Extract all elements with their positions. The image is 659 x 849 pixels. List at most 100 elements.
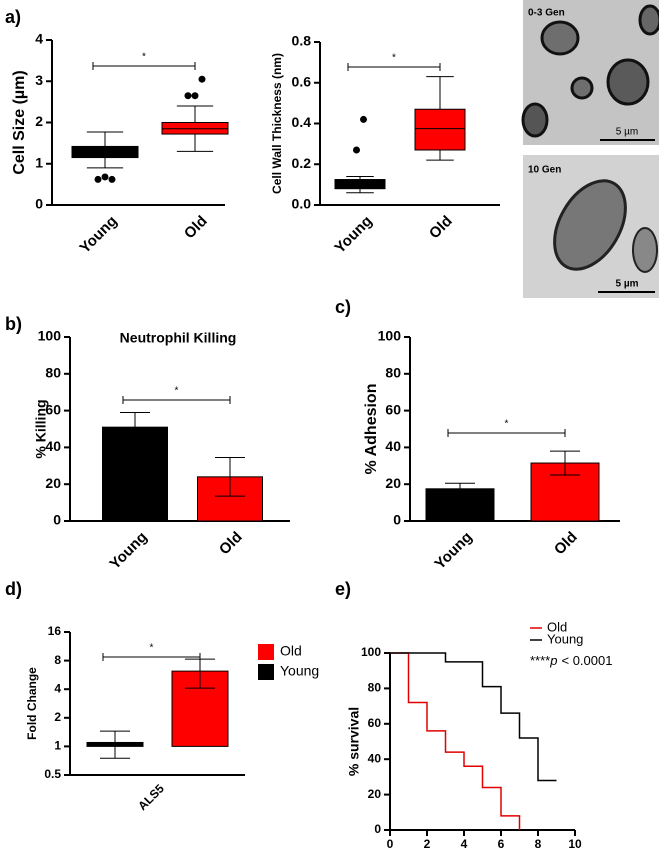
- chart: 0.5 1 2 4 8 16 d) Fold Change * ALS5 Old Young: [5, 579, 319, 813]
- y-tick-label: 16: [48, 624, 62, 638]
- y-tick-label: 0.4: [292, 114, 312, 130]
- legend-label: Old: [280, 643, 302, 659]
- y-axis-label: Cell Size (µm): [11, 70, 28, 174]
- box: [334, 179, 386, 190]
- chart-title: Neutrophil Killing: [120, 330, 237, 346]
- y-tick-label: 60: [385, 401, 401, 417]
- panel-label: a): [5, 7, 21, 27]
- x-tick-label: Old: [181, 213, 211, 243]
- outlier: [360, 115, 367, 123]
- cell: [606, 58, 650, 106]
- y-tick-label: 80: [385, 365, 401, 381]
- cell: [632, 227, 658, 273]
- y-axis-label: % Killing: [33, 399, 49, 458]
- scale-label: 5 µm: [616, 279, 639, 290]
- legend-swatch: [258, 664, 274, 680]
- y-tick-label: 80: [45, 365, 61, 381]
- image-label: 0-3 Gen: [528, 8, 565, 19]
- annotation-stars: ****: [530, 653, 550, 668]
- y-tick-label: 40: [385, 438, 401, 454]
- y-tick-label: 0: [35, 196, 43, 212]
- survival-line: [390, 652, 557, 782]
- y-tick-label: 20: [45, 475, 61, 491]
- x-tick-label: 2: [424, 837, 431, 849]
- y-tick-label: 1: [54, 739, 61, 753]
- chart: 0 20 40 60 80 100 c) % Adhesion Young Old *: [335, 297, 620, 573]
- outlier: [353, 146, 360, 154]
- x-tick-label: 0: [387, 837, 394, 849]
- chart: 0.0 0.2 0.4 0.6 0.8 Cell Wall Thickness (nm) Y…: [270, 33, 500, 257]
- x-tick-label: Young: [431, 529, 475, 573]
- y-tick-label: 0.8: [292, 33, 312, 49]
- outlier: [108, 175, 116, 183]
- outlier: [94, 175, 102, 183]
- image-label: 10 Gen: [528, 165, 561, 176]
- x-tick-label: Young: [76, 213, 120, 257]
- y-tick-label: 0: [393, 512, 401, 528]
- y-tick-label: 100: [361, 645, 381, 659]
- y-tick-label: 0: [53, 512, 61, 528]
- y-tick-label: 20: [385, 475, 401, 491]
- legend-label: Young: [280, 663, 319, 679]
- y-tick-label: 60: [368, 716, 382, 730]
- micrograph: 10 Gen 5 µm: [523, 155, 659, 298]
- chart: 0 20 40 60 80 100 b) Neutrophil Killing % Killin…: [5, 314, 290, 573]
- y-tick-label: 20: [368, 787, 382, 801]
- box: [71, 145, 139, 159]
- legend-label: Old: [547, 619, 567, 634]
- y-tick-label: 0.2: [292, 155, 312, 171]
- panel-label: e): [335, 579, 351, 599]
- x-axis-label: ALS5: [135, 781, 167, 813]
- y-axis-label: Cell Wall Thickness (nm): [270, 53, 284, 194]
- y-tick-label: 0: [374, 822, 381, 836]
- y-tick-label: 1: [35, 154, 43, 170]
- annotation-value: < 0.0001: [561, 653, 612, 668]
- scale-label: 5 µm: [616, 127, 638, 138]
- significance-label: *: [150, 643, 154, 654]
- y-tick-label: 4: [35, 31, 43, 47]
- y-tick-label: 3: [35, 72, 43, 88]
- outlier: [101, 173, 109, 181]
- annotation-symbol: p: [549, 653, 557, 668]
- cell: [553, 179, 627, 271]
- x-tick-label: Old: [216, 529, 246, 559]
- cell: [638, 4, 659, 36]
- y-axis-label: % Adhesion: [363, 384, 380, 475]
- micrograph: 0-3 Gen 5 µm: [521, 0, 659, 145]
- x-tick-label: Young: [331, 213, 375, 257]
- survival-line: [390, 652, 521, 830]
- panel-label: c): [335, 297, 351, 317]
- y-axis-label: Fold Change: [25, 667, 39, 740]
- legend-swatch: [258, 644, 274, 660]
- significance-label: *: [505, 419, 509, 430]
- x-tick-label: 6: [498, 837, 505, 849]
- y-tick-label: 0.6: [292, 73, 312, 89]
- y-tick-label: 40: [368, 751, 382, 765]
- y-tick-label: 60: [45, 401, 61, 417]
- x-tick-label: 4: [461, 837, 468, 849]
- y-tick-label: 0.0: [292, 196, 312, 212]
- x-tick-label: Old: [551, 529, 581, 559]
- y-tick-label: 80: [368, 681, 382, 695]
- y-tick-label: 100: [378, 328, 402, 344]
- y-tick-label: 8: [54, 653, 61, 667]
- y-tick-label: 100: [38, 328, 62, 344]
- significance-label: *: [392, 53, 396, 64]
- y-tick-label: 4: [54, 681, 61, 695]
- panel-label: b): [5, 314, 22, 334]
- annotation: ****p < 0.0001: [530, 653, 612, 668]
- legend-label: Young: [547, 631, 583, 646]
- outlier: [184, 92, 192, 100]
- bar: [102, 426, 168, 522]
- y-tick-label: 0.5: [44, 767, 61, 781]
- x-tick-label: Young: [106, 529, 150, 573]
- significance-label: *: [175, 386, 179, 397]
- y-tick-label: 2: [54, 710, 61, 724]
- cell: [540, 20, 580, 56]
- panel-label: d): [5, 579, 22, 599]
- y-tick-label: 40: [45, 438, 61, 454]
- y-axis-label: % survival: [346, 707, 362, 776]
- outlier: [191, 92, 199, 100]
